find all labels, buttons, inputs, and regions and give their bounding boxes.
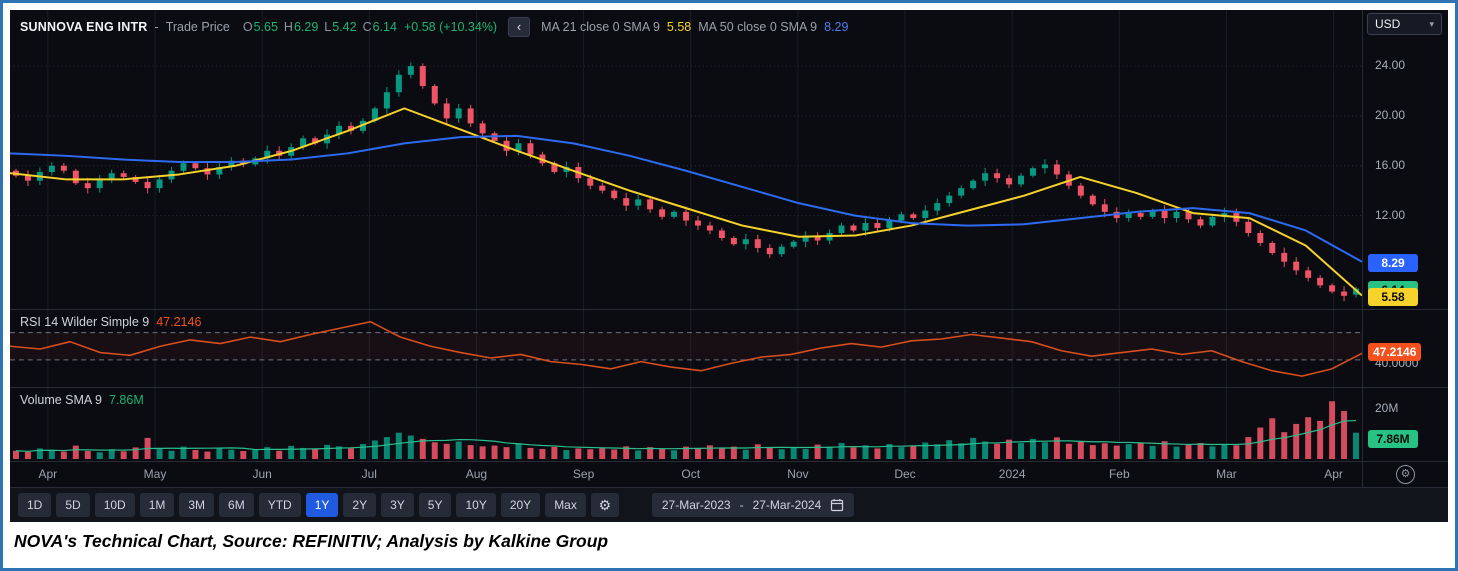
month-label-Dec: Dec	[894, 467, 916, 481]
month-label-Nov: Nov	[787, 467, 809, 481]
month-label-Aug: Aug	[465, 467, 488, 481]
date-separator: -	[739, 498, 744, 512]
legend-collapse-button[interactable]: ‹	[508, 17, 531, 37]
currency-label: USD	[1375, 17, 1401, 31]
date-end[interactable]: 27-Mar-2024	[752, 498, 822, 512]
gear-icon: ⚙	[598, 496, 612, 513]
month-label-Jul: Jul	[361, 467, 377, 481]
caption: NOVA's Technical Chart, Source: REFINITI…	[14, 531, 609, 551]
bottom-toolbar: 1D 5D 10D 1M 3M 6M YTD 1Y 2Y 3Y 5Y 10Y 20Y Max ⚙ 27-M…	[10, 488, 1448, 522]
ma50-price-badge: 8.29	[1368, 253, 1418, 272]
chart-settings-icon[interactable]: ⚙	[1396, 465, 1415, 484]
range-button-Max[interactable]: Max	[545, 493, 586, 517]
month-label-2024: 2024	[998, 467, 1026, 481]
toolbar-settings-button[interactable]: ⚙	[590, 493, 619, 517]
rsi-pane[interactable]: RSI 14 Wilder Simple 9 47.2146	[10, 310, 1362, 388]
gear-glyph: ⚙	[1400, 468, 1411, 480]
month-label-Feb: Feb	[1108, 467, 1130, 481]
rsi-badge: 47.2146	[1368, 342, 1422, 361]
month-label-Jun: Jun	[252, 467, 272, 481]
time-axis-corner: ⚙	[1362, 462, 1448, 488]
date-start[interactable]: 27-Mar-2023	[661, 498, 731, 512]
price-tick-label: 16.00	[1375, 158, 1406, 173]
volume-tick-label: 20M	[1375, 400, 1399, 415]
caret-down-icon: ▾	[1429, 18, 1434, 29]
price-tick-label: 20.00	[1375, 108, 1406, 123]
ma21-price-badge: 5.58	[1368, 287, 1418, 306]
rsi-scale[interactable]: 40.0000 47.2146	[1362, 310, 1448, 388]
time-axis[interactable]: Apr May Jun Jul Aug Sep Oct Nov Dec 2024 Feb Mar Apr	[10, 462, 1362, 488]
trading-chart-app: SUNNOVA ENG INTR - Trade Price O5.65 H6.2…	[10, 10, 1448, 522]
range-button-3M[interactable]: 3M	[179, 493, 215, 517]
month-label-Oct: Oct	[681, 467, 701, 481]
range-button-5Y[interactable]: 5Y	[418, 493, 452, 517]
range-button-1M[interactable]: 1M	[139, 493, 175, 517]
range-button-5D[interactable]: 5D	[56, 493, 90, 517]
range-button-6M[interactable]: 6M	[219, 493, 254, 517]
date-range-picker[interactable]: 27-Mar-2023 - 27-Mar-2024	[651, 493, 855, 517]
volume-scale[interactable]: 20M 7.86M	[1362, 388, 1448, 462]
month-label-Apr: Apr	[1324, 467, 1343, 481]
currency-dropdown[interactable]: USD ▾	[1367, 13, 1442, 35]
volume-pane[interactable]: Volume SMA 9 7.86M	[10, 388, 1362, 462]
range-button-2Y[interactable]: 2Y	[343, 493, 377, 517]
price-tick-label: 24.00	[1375, 58, 1406, 73]
month-label-Mar: Mar	[1216, 467, 1237, 481]
price-chart-svg	[10, 10, 1362, 309]
range-button-10Y[interactable]: 10Y	[456, 493, 496, 517]
volume-chart-svg	[12, 388, 1360, 461]
timeframe-buttons: 1D 5D 10D 1M 3M 6M YTD 1Y 2Y 3Y 5Y 10Y 20Y Max	[18, 493, 586, 517]
rsi-chart-svg	[10, 310, 1362, 387]
month-label-May: May	[143, 467, 167, 481]
volume-sma-badge: 7.86M	[1368, 430, 1418, 449]
price-pane[interactable]: SUNNOVA ENG INTR - Trade Price O5.65 H6.2…	[10, 10, 1362, 310]
range-button-10D[interactable]: 10D	[94, 493, 135, 517]
chevron-left-icon: ‹	[516, 19, 522, 34]
price-tick-label: 12.00	[1375, 208, 1406, 223]
range-button-YTD[interactable]: YTD	[258, 493, 301, 517]
range-button-3Y[interactable]: 3Y	[381, 493, 414, 517]
month-label-Sep: Sep	[572, 467, 595, 481]
range-button-20Y[interactable]: 20Y	[500, 493, 541, 517]
month-label-Apr: Apr	[38, 467, 58, 481]
calendar-icon	[831, 499, 844, 512]
range-button-1D[interactable]: 1D	[18, 493, 52, 517]
range-button-1Y[interactable]: 1Y	[305, 493, 339, 517]
